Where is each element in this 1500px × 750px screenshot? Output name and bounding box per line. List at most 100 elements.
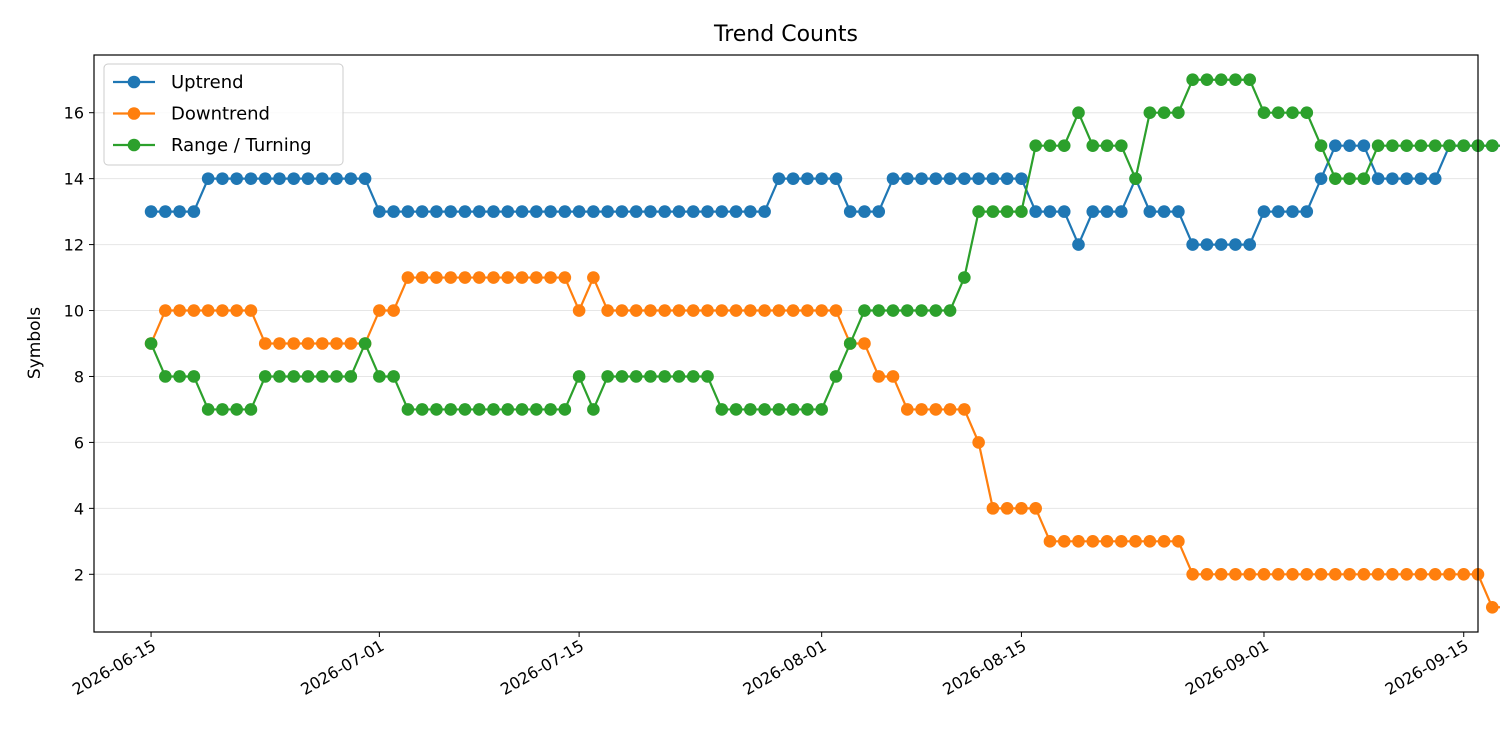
data-point — [572, 370, 586, 383]
data-point — [301, 337, 315, 350]
data-point — [1400, 139, 1413, 152]
data-point — [686, 370, 700, 383]
data-point — [387, 304, 400, 317]
data-point — [1414, 568, 1428, 581]
data-point — [1371, 139, 1385, 152]
data-point — [1072, 106, 1085, 119]
data-point — [358, 172, 372, 185]
data-point — [1400, 568, 1413, 581]
data-point — [287, 337, 301, 350]
data-point — [715, 205, 729, 218]
data-point — [1000, 172, 1014, 185]
data-point — [501, 271, 515, 284]
data-point — [929, 172, 943, 185]
data-point — [173, 304, 186, 317]
data-point — [858, 205, 871, 218]
data-point — [230, 304, 243, 317]
data-point — [472, 403, 486, 416]
data-point — [458, 205, 472, 218]
data-point — [201, 172, 215, 185]
data-point — [330, 172, 343, 185]
data-point — [1186, 238, 1199, 251]
data-point — [273, 172, 286, 185]
data-point — [1115, 139, 1128, 152]
data-point — [744, 205, 757, 218]
data-point — [1086, 535, 1100, 548]
data-point — [1157, 205, 1171, 218]
data-point — [487, 271, 500, 284]
legend-marker — [127, 75, 141, 89]
data-point — [1214, 568, 1228, 581]
data-point — [1015, 172, 1028, 185]
data-point — [287, 370, 301, 383]
data-point — [786, 172, 800, 185]
data-point — [1186, 73, 1199, 87]
data-point — [530, 403, 543, 416]
data-point — [644, 370, 657, 383]
data-point — [315, 337, 329, 350]
data-point — [1386, 568, 1399, 581]
data-point — [900, 172, 914, 185]
data-point — [1100, 535, 1114, 548]
data-point — [1414, 139, 1428, 152]
data-point — [1286, 568, 1299, 581]
data-point — [187, 370, 201, 383]
data-point — [330, 370, 343, 383]
data-point — [1357, 139, 1371, 152]
data-point — [872, 370, 886, 383]
data-point — [387, 370, 400, 383]
data-point — [929, 403, 943, 416]
data-point — [487, 403, 500, 416]
legend-marker — [127, 107, 141, 120]
data-point — [1115, 205, 1128, 218]
data-point — [159, 205, 172, 218]
data-point — [1329, 172, 1342, 185]
data-point — [1143, 535, 1157, 548]
data-point — [1314, 172, 1328, 185]
data-point — [373, 304, 386, 317]
data-point — [1300, 205, 1314, 218]
data-point — [686, 205, 700, 218]
data-point — [444, 403, 458, 416]
data-point — [201, 403, 215, 416]
legend-label: Range / Turning — [171, 135, 312, 156]
data-point — [1172, 205, 1185, 218]
data-point — [1443, 139, 1456, 152]
data-point — [1015, 502, 1028, 515]
data-point — [701, 205, 714, 218]
data-point — [729, 205, 743, 218]
data-point — [258, 370, 272, 383]
data-point — [1257, 205, 1271, 218]
y-tick-label: 10 — [64, 302, 84, 321]
data-point — [187, 304, 201, 317]
y-tick-label: 4 — [74, 499, 84, 518]
data-point — [430, 271, 443, 284]
data-point — [1214, 238, 1228, 251]
data-point — [629, 304, 643, 317]
data-point — [501, 403, 515, 416]
data-point — [801, 403, 814, 416]
data-point — [1214, 73, 1228, 87]
data-point — [1400, 172, 1413, 185]
series-layer — [144, 73, 1500, 614]
data-point — [1229, 568, 1242, 581]
data-point — [1386, 172, 1399, 185]
data-point — [1172, 106, 1185, 119]
data-point — [786, 304, 800, 317]
data-point — [1200, 238, 1214, 251]
data-point — [287, 172, 301, 185]
data-point — [1086, 139, 1100, 152]
data-point — [772, 172, 786, 185]
plot-frame — [93, 54, 1479, 633]
data-point — [943, 403, 957, 416]
data-point — [601, 205, 614, 218]
data-point — [173, 205, 186, 218]
data-point — [1172, 535, 1185, 548]
data-point — [629, 205, 643, 218]
data-point — [886, 172, 900, 185]
data-point — [758, 205, 771, 218]
data-point — [915, 172, 928, 185]
data-point — [1357, 568, 1371, 581]
data-point — [972, 205, 985, 218]
data-point — [801, 172, 814, 185]
